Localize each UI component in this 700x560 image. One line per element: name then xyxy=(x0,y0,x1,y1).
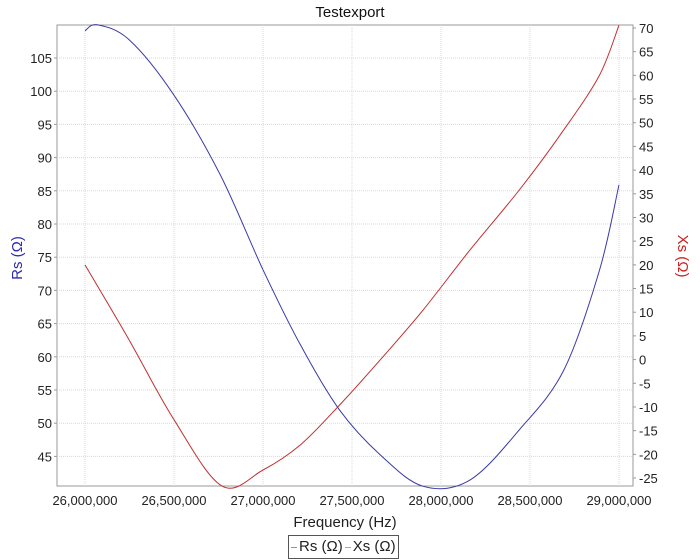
left-y-tick-label: 50 xyxy=(38,416,52,431)
right-y-tick-label: -10 xyxy=(639,400,658,415)
right-y-tick-label: 55 xyxy=(639,92,653,107)
legend: Rs (Ω) Xs (Ω) xyxy=(288,535,399,559)
right-y-tick-label: 65 xyxy=(639,45,653,60)
x-tick-label: 27,000,000 xyxy=(230,493,295,508)
rs-series-line xyxy=(84,24,620,490)
right-y-tick-label: 20 xyxy=(639,258,653,273)
x-tick-label: 28,000,000 xyxy=(408,493,473,508)
right-y-tick-label: -15 xyxy=(639,424,658,439)
left-y-tick-label: 100 xyxy=(30,84,52,99)
left-y-tick-label: 55 xyxy=(38,383,52,398)
chart-title: Testexport xyxy=(315,4,385,21)
x-tick-label: 27,500,000 xyxy=(319,493,384,508)
legend-item-xs[interactable]: Xs (Ω) xyxy=(343,538,396,555)
legend-item-rs[interactable]: Rs (Ω) xyxy=(291,538,343,555)
right-y-tick-label: 70 xyxy=(639,21,653,36)
left-y-tick-label: 65 xyxy=(38,317,52,332)
right-y-axis-label: Xs (Ω) xyxy=(674,235,691,278)
left-y-tick-label: 75 xyxy=(38,250,52,265)
left-y-tick-label: 85 xyxy=(38,184,52,199)
right-y-tick-label: -20 xyxy=(639,447,658,462)
left-y-axis-label: Rs (Ω) xyxy=(9,236,26,280)
x-tick-label: 29,000,000 xyxy=(586,493,651,508)
right-y-tick-label: 10 xyxy=(639,305,653,320)
x-axis-label: Frequency (Hz) xyxy=(293,514,396,531)
left-y-tick-label: 70 xyxy=(38,283,52,298)
right-y-axis-ticks: -25 -20 -15 -10 -5 0 5 10 15 20 25 30 35 40 45 50 55 60 65… xyxy=(633,21,658,486)
right-y-tick-label: 45 xyxy=(639,139,653,154)
rs-swatch-icon xyxy=(291,546,297,548)
x-tick-label: 28,500,000 xyxy=(497,493,562,508)
series-lines xyxy=(84,24,620,490)
xs-swatch-icon xyxy=(344,546,351,548)
right-y-tick-label: 15 xyxy=(639,282,653,297)
x-axis-ticks: 26,000,000 26,500,000 27,000,000 27,500,000… xyxy=(52,493,651,508)
right-y-tick-label: -5 xyxy=(639,376,651,391)
left-y-tick-label: 80 xyxy=(38,217,52,232)
right-y-tick-label: 25 xyxy=(639,234,653,249)
right-y-tick-label: 35 xyxy=(639,187,653,202)
right-y-tick-label: 60 xyxy=(639,68,653,83)
left-y-tick-label: 105 xyxy=(30,51,52,66)
gridlines xyxy=(57,25,633,486)
left-y-tick-label: 90 xyxy=(38,151,52,166)
x-tick-label: 26,500,000 xyxy=(141,493,206,508)
left-y-tick-label: 95 xyxy=(38,117,52,132)
right-y-tick-label: 30 xyxy=(639,210,653,225)
left-y-axis-ticks: 45 50 55 60 65 70 75 80 85 90 95 100 105 xyxy=(30,51,57,464)
left-y-tick-label: 60 xyxy=(38,350,52,365)
right-y-tick-label: 50 xyxy=(639,116,653,131)
right-y-tick-label: 40 xyxy=(639,163,653,178)
right-y-tick-label: 0 xyxy=(639,353,646,368)
right-y-tick-label: 5 xyxy=(639,329,646,344)
x-tick-label: 26,000,000 xyxy=(52,493,117,508)
right-y-tick-label: -25 xyxy=(639,471,658,486)
xs-series-line xyxy=(84,25,620,489)
left-y-tick-label: 45 xyxy=(38,449,52,464)
